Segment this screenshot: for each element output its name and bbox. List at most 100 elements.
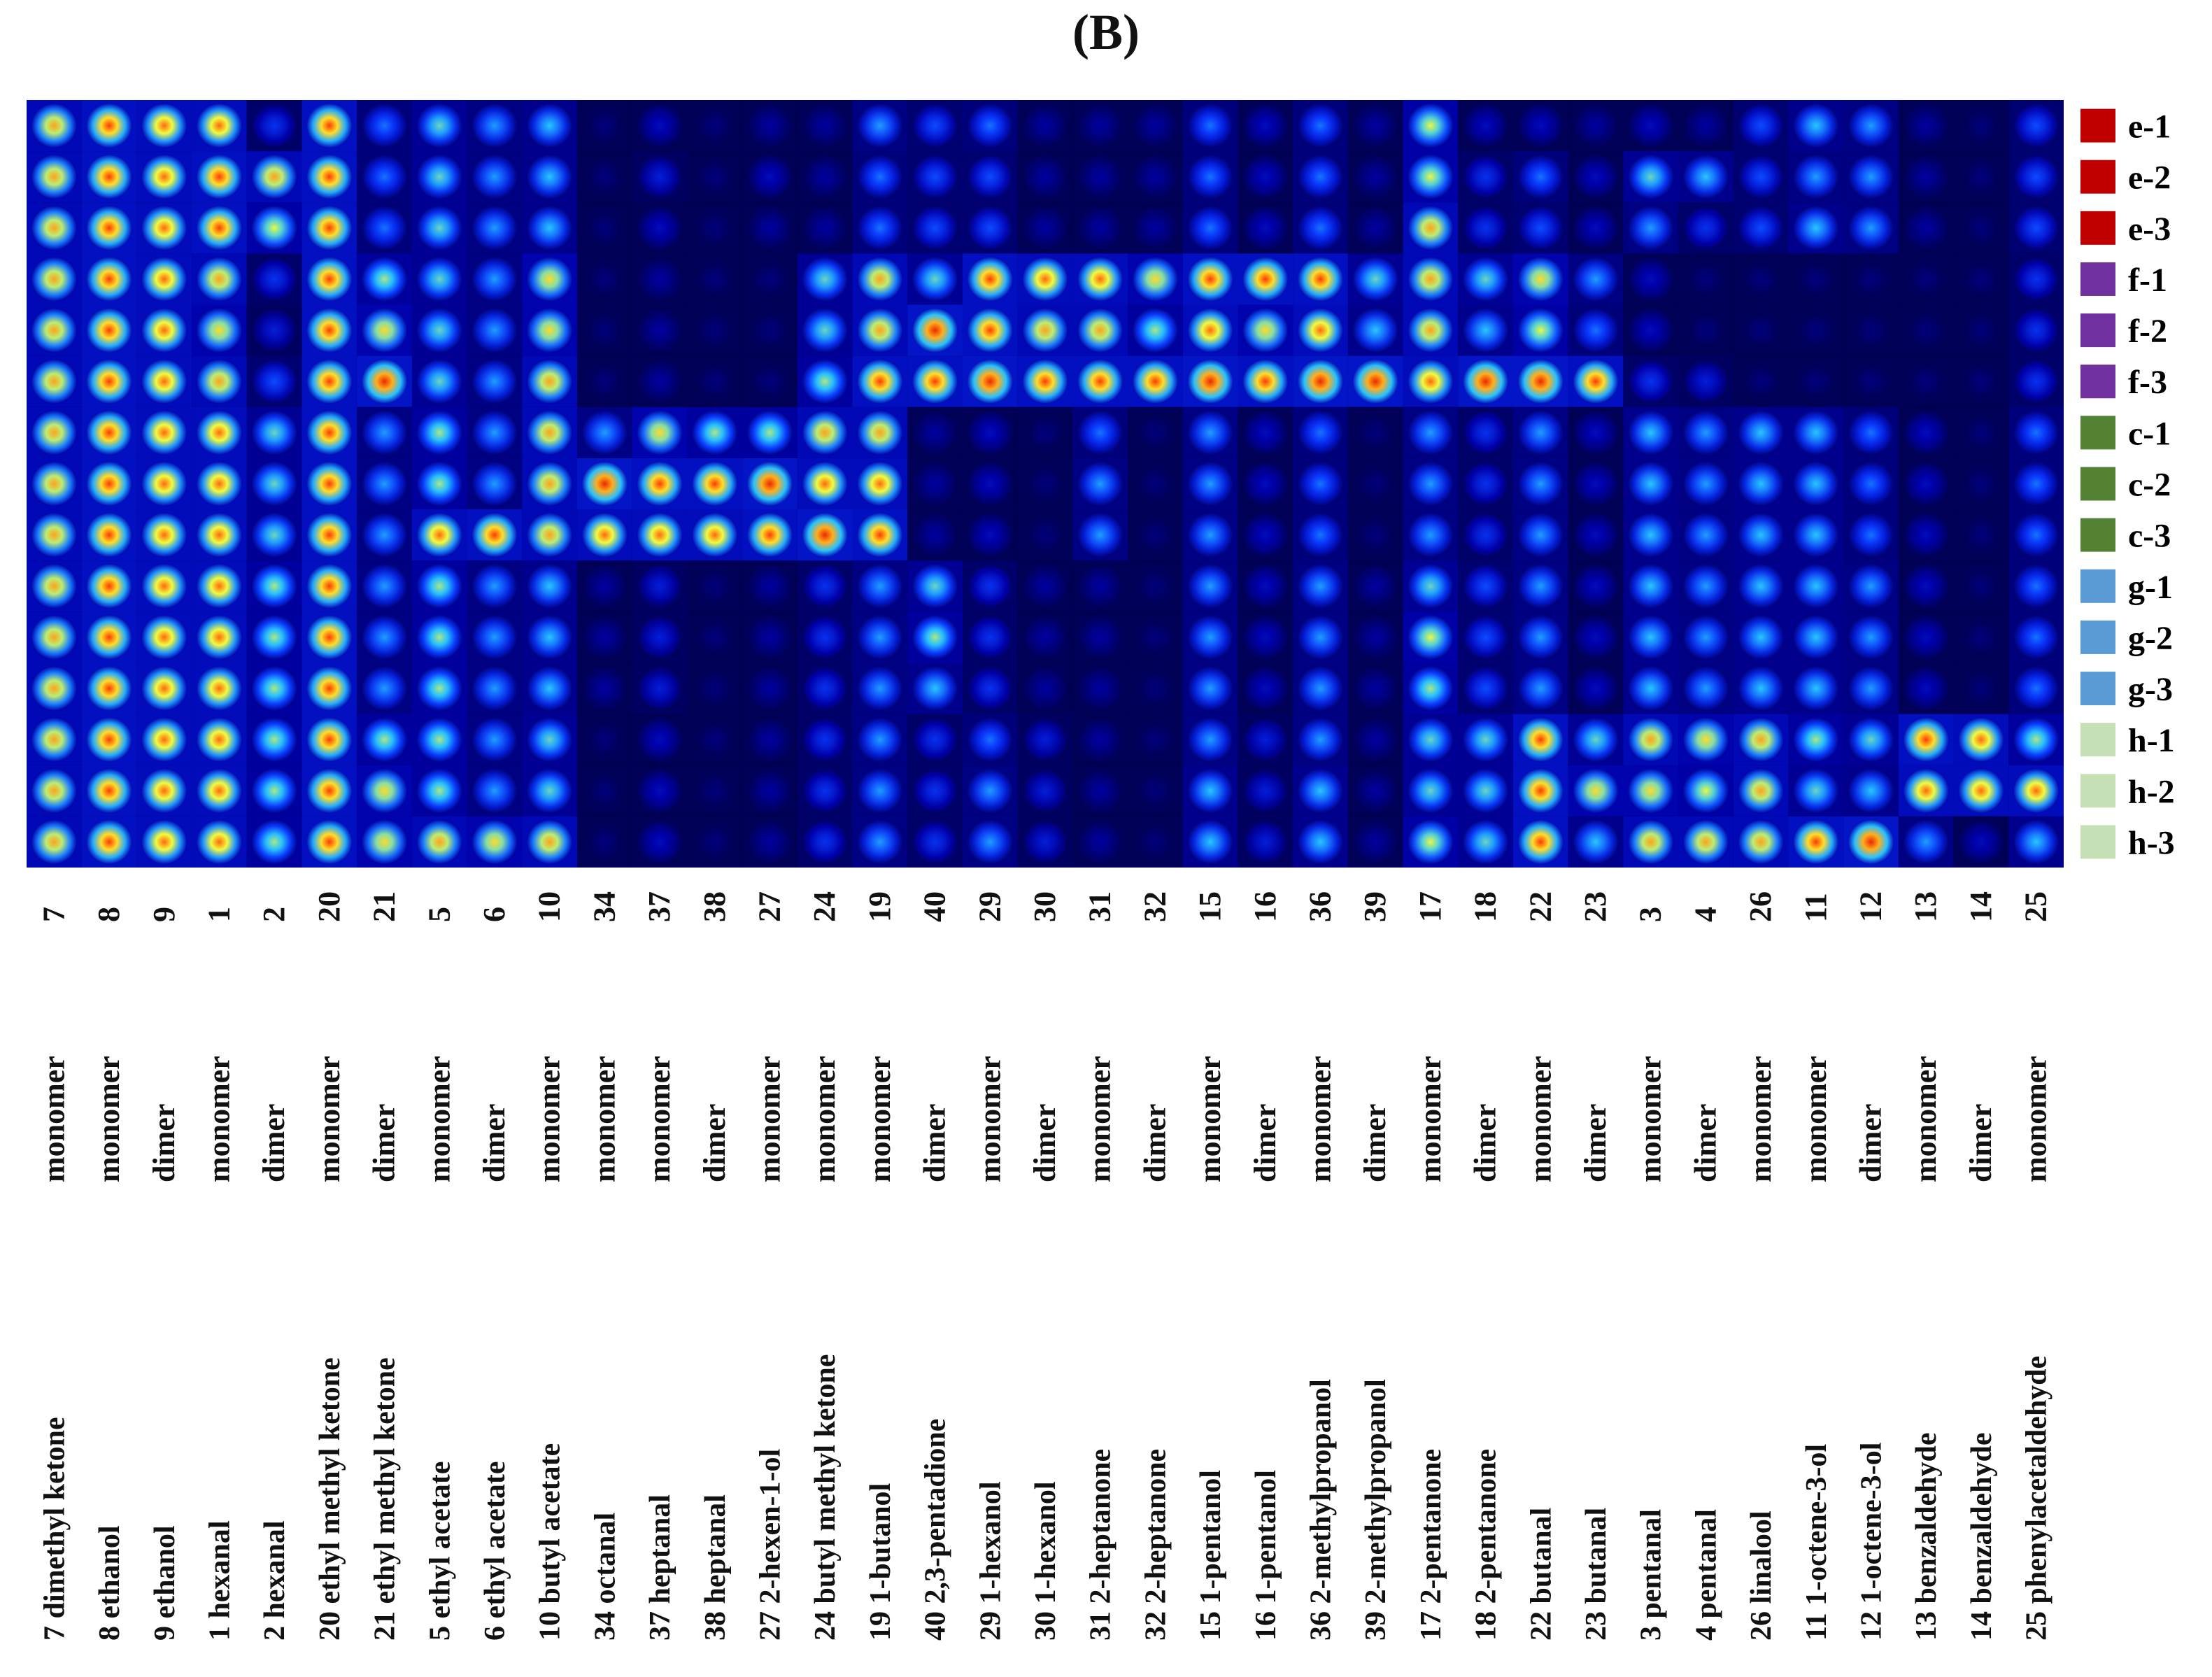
heatmap-spot — [1242, 103, 1289, 148]
heatmap-spot — [802, 665, 849, 712]
column-name-label: 2 hexanal — [259, 1520, 291, 1641]
column-name-label: 26 linalool — [1745, 1510, 1778, 1641]
heatmap-spot — [416, 205, 463, 251]
heatmap-spot — [31, 614, 78, 660]
heatmap-spot — [251, 461, 298, 507]
column-id-label: 30 — [1028, 891, 1062, 922]
heatmap-spot — [361, 665, 408, 712]
heatmap-spot — [1077, 716, 1123, 763]
column-id-label: 9 — [147, 907, 181, 922]
heatmap-spot — [802, 461, 849, 507]
heatmap-spot — [802, 716, 849, 763]
heatmap-spot — [1957, 768, 2005, 814]
heatmap-spot — [1407, 512, 1454, 558]
heatmap-spot — [1572, 614, 1619, 660]
heatmap-spot — [1352, 665, 1399, 712]
heatmap-spot — [691, 716, 738, 763]
heatmap-spot — [1792, 359, 1839, 404]
heatmap-spot — [1352, 103, 1399, 148]
heatmap-spot — [1187, 614, 1234, 660]
heatmap-spot — [1407, 819, 1454, 865]
heatmap-spot — [196, 512, 243, 558]
heatmap-spot — [1187, 103, 1234, 148]
heatmap-spot — [416, 716, 463, 763]
heatmap-spot — [1187, 307, 1234, 353]
heatmap-spot — [141, 359, 187, 404]
heatmap-spot — [85, 819, 133, 865]
column-id-label: 6 — [477, 907, 511, 922]
heatmap-spot — [967, 256, 1014, 302]
heatmap-spot — [1848, 359, 1894, 404]
heatmap-spot — [85, 768, 133, 814]
column-form-label: dimer — [697, 1104, 732, 1182]
heatmap-spot — [746, 716, 793, 763]
heatmap-spot — [967, 461, 1014, 507]
heatmap-spot — [1187, 205, 1234, 251]
heatmap-spot — [1297, 103, 1344, 148]
heatmap-spot — [471, 768, 518, 814]
column-name-label: 7 dimethyl ketone — [38, 1417, 71, 1641]
heatmap-spot — [196, 716, 243, 763]
heatmap-spot — [1297, 205, 1344, 251]
column-form-label: monomer — [1413, 1056, 1447, 1182]
column-id-label: 38 — [697, 891, 732, 922]
column-form-label: monomer — [1083, 1056, 1117, 1182]
heatmap-spot — [1572, 461, 1619, 507]
heatmap-spot — [1297, 768, 1344, 814]
heatmap-spot — [1021, 256, 1069, 302]
heatmap-spot — [1242, 154, 1289, 199]
heatmap-spot — [196, 103, 243, 148]
legend-label: h-3 — [2128, 824, 2175, 861]
heatmap-spot — [1132, 205, 1179, 251]
column-form-label: dimer — [477, 1104, 511, 1182]
heatmap-spot — [1957, 154, 2005, 199]
heatmap-spot — [691, 307, 738, 353]
heatmap-spot — [1407, 716, 1454, 763]
column-form-label: monomer — [2019, 1056, 2053, 1182]
column-name-label: 11 1-octene-3-ol — [1801, 1444, 1833, 1641]
heatmap-spot — [1903, 819, 1950, 865]
column-name-label: 13 benzaldehyde — [1910, 1432, 1943, 1641]
heatmap-spot — [1297, 307, 1344, 353]
column-id-label: 7 — [36, 907, 71, 922]
heatmap-spot — [306, 563, 353, 609]
heatmap-spot — [361, 103, 408, 148]
heatmap-spot — [1957, 461, 2005, 507]
heatmap-spot — [526, 410, 573, 455]
column-id-label: 20 — [312, 891, 346, 922]
heatmap-spot — [912, 359, 958, 404]
column-form-label: monomer — [752, 1056, 786, 1182]
column-id-labels: 7 8 9 1 2 20 21 5 6 10 34 37 38 27 24 19 40 29 30 31 32 15 16 3… — [36, 891, 2053, 922]
column-name-label: 14 benzaldehyde — [1966, 1432, 1998, 1641]
heatmap-spot — [1297, 461, 1344, 507]
column-id-label: 5 — [422, 907, 456, 922]
column-form-label: dimer — [1137, 1104, 1172, 1182]
heatmap-spot — [1792, 563, 1839, 609]
heatmap-spot — [1462, 563, 1509, 609]
heatmap-spot — [1903, 359, 1950, 404]
heatmap-spot — [1407, 665, 1454, 712]
heatmap-spot — [526, 154, 573, 199]
heatmap-spot — [581, 103, 628, 148]
heatmap-spot — [85, 614, 133, 660]
heatmap-spot — [1077, 665, 1123, 712]
heatmap-spot — [1792, 205, 1839, 251]
heatmap-spot — [1132, 410, 1179, 455]
column-form-label: monomer — [863, 1056, 897, 1182]
heatmap-spot — [1957, 563, 2005, 609]
heatmap-spot — [1021, 563, 1069, 609]
heatmap-spot — [1021, 307, 1069, 353]
legend-swatch — [2080, 467, 2115, 501]
heatmap-spot — [1242, 461, 1289, 507]
heatmap-spot — [912, 768, 958, 814]
column-form-labels: monomer monomer dimer monomer dimer monomer di… — [36, 1056, 2053, 1182]
heatmap-spot — [1957, 512, 2005, 558]
legend-swatch — [2080, 416, 2115, 450]
heatmap-spot — [691, 154, 738, 199]
heatmap-spot — [1077, 512, 1123, 558]
column-name-label: 38 heptanal — [700, 1494, 732, 1641]
heatmap-spot — [1021, 819, 1069, 865]
heatmap-spot — [1132, 819, 1179, 865]
heatmap-spot — [1627, 307, 1674, 353]
